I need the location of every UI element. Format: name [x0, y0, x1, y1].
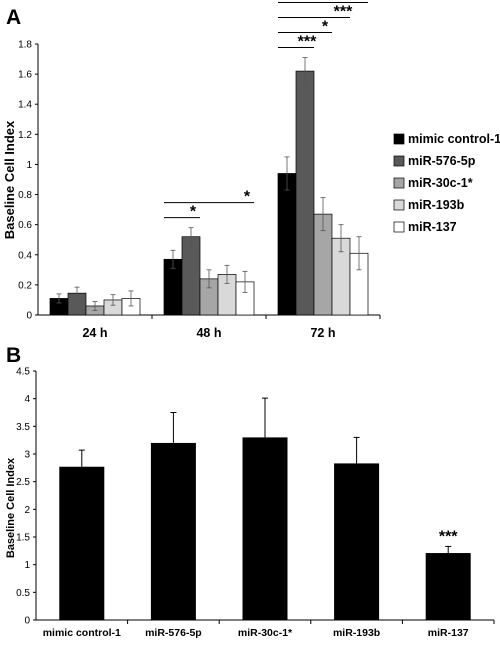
panel-a-label: A	[6, 6, 21, 29]
panel-b-error-bars	[78, 397, 452, 554]
panel-a-bar	[277, 173, 297, 316]
panel-b: B Baseline Cell Index 0 0.5 1 1.5 2 2.5 3 3.5 4 4…	[5, 344, 495, 639]
panel-a-y-ticks: 0 0.2 0.4 0.6 0.8 1 1.2 1.4 1.6 1.8	[18, 40, 38, 322]
panel-b-y-axis-label: Baseline Cell Index	[5, 457, 17, 558]
panel-b-annotations: ***	[439, 528, 458, 545]
panel-b-y-tick-label: 1	[24, 560, 30, 571]
panel-b-y-tick-label: 4	[24, 394, 30, 405]
panel-a-legend-label: miR-137	[408, 220, 457, 234]
panel-b-bars	[59, 437, 471, 620]
panel-a-y-tick-label: 1.4	[18, 100, 32, 111]
panel-b-x-categories: mimic control-1 miR-576-5p miR-30c-1* miR-1…	[43, 620, 495, 639]
panel-b-y-tick-label: 1.5	[16, 533, 30, 544]
panel-a-legend-label: miR-30c-1*	[408, 176, 473, 190]
panel-b-category-label: miR-576-5p	[145, 627, 202, 639]
panel-a-y-axis-label: Baseline Cell Index	[2, 120, 17, 239]
panel-a-bar	[181, 236, 201, 316]
panel-a-legend-swatch	[393, 221, 405, 233]
panel-a-bars	[49, 70, 369, 316]
panel-a-y-tick-label: 1.6	[18, 70, 32, 81]
panel-a-significance-stars: *	[190, 204, 197, 221]
panel-a: A Baseline Cell Index 0 0.2 0.4 0.6 0.8 1 1.2 1…	[2, 0, 500, 340]
panel-b-y-tick-label: 3	[24, 450, 30, 461]
panel-a-legend-label: miR-193b	[408, 198, 465, 212]
panel-b-bar	[425, 553, 471, 620]
panel-a-significance-stars: ***	[298, 34, 317, 51]
panel-a-error-bars	[56, 57, 362, 311]
panel-b-category-label: miR-137	[428, 627, 469, 639]
panel-a-y-tick-label: 1.8	[18, 40, 32, 51]
panel-b-y-tick-label: 0	[24, 616, 30, 627]
panel-a-y-tick-label: 1	[26, 160, 32, 171]
panel-a-significance-stars: *	[322, 19, 329, 36]
panel-a-bar	[295, 70, 315, 316]
panel-b-y-tick-label: 2	[24, 505, 30, 516]
panel-b-significance-stars: ***	[439, 528, 458, 545]
panel-a-legend-swatch	[393, 177, 405, 189]
panel-b-y-tick-label: 2.5	[16, 477, 30, 488]
panel-a-y-tick-label: 0.6	[18, 220, 32, 231]
panel-a-category-label: 72 h	[310, 326, 335, 340]
panel-b-y-tick-label: 4.5	[16, 367, 30, 378]
panel-a-significance-stars: *	[244, 189, 251, 206]
panel-a-legend-swatch	[393, 199, 405, 211]
panel-a-y-tick-label: 1.2	[18, 130, 32, 141]
panel-b-bar	[334, 463, 380, 620]
panel-b-y-ticks: 0 0.5 1 1.5 2 2.5 3 3.5 4 4.5	[16, 367, 36, 627]
panel-a-y-tick-label: 0.8	[18, 190, 32, 201]
panel-b-category-label: miR-193b	[333, 627, 380, 639]
panel-a-significance-stars: ***	[334, 4, 353, 21]
panel-a-legend-label: miR-576-5p	[408, 154, 476, 168]
panel-b-category-label: miR-30c-1*	[238, 627, 293, 639]
panel-a-y-tick-label: 0.2	[18, 280, 32, 291]
panel-b-label: B	[6, 344, 21, 367]
panel-b-y-tick-label: 0.5	[16, 588, 30, 599]
panel-b-y-tick-label: 3.5	[16, 422, 30, 433]
panel-b-bar	[59, 466, 105, 620]
panel-a-y-tick-label: 0	[26, 311, 32, 322]
panel-a-legend-swatch	[393, 133, 405, 145]
panel-a-significance: ************	[164, 0, 371, 221]
panel-a-category-label: 48 h	[196, 326, 221, 340]
panel-a-y-tick-label: 0.4	[18, 250, 32, 261]
panel-a-legend-label: mimic control-1	[408, 132, 500, 146]
panel-b-bar	[150, 442, 196, 620]
panel-b-category-label: mimic control-1	[43, 627, 121, 639]
panel-a-legend-swatch	[393, 155, 405, 167]
panel-b-bar	[242, 437, 288, 620]
panel-a-category-label: 24 h	[82, 326, 107, 340]
panel-a-legend: mimic control-1 miR-576-5p miR-30c-1* miR-1…	[393, 132, 500, 234]
panel-a-x-categories: 24 h 48 h 72 h	[82, 315, 381, 340]
panel-a-significance-stars: ***	[352, 0, 371, 6]
